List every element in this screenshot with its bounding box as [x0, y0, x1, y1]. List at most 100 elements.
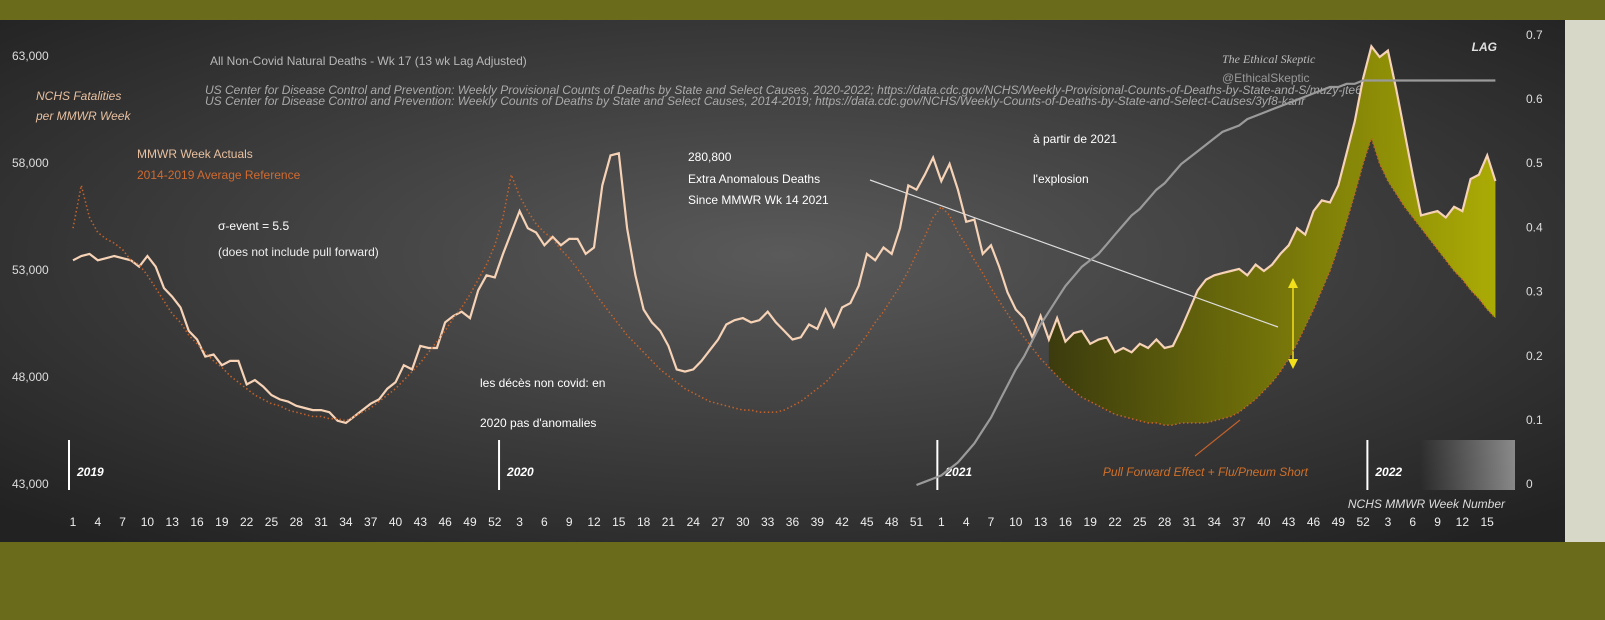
x-tick-label: 31: [314, 515, 328, 529]
y2-tick-label: 0.1: [1526, 413, 1543, 427]
annotation: The Ethical Skeptic: [1222, 52, 1316, 66]
annotation: 280,800: [688, 150, 732, 164]
legend-entry: 2014-2019 Average Reference: [137, 168, 301, 182]
x-tick-label: 27: [711, 515, 725, 529]
annotation: Extra Anomalous Deaths: [688, 172, 820, 186]
x-tick-label: 12: [587, 515, 601, 529]
fade: [1420, 440, 1515, 490]
x-tick-label: 24: [687, 515, 701, 529]
x-tick-label: 33: [761, 515, 775, 529]
x-tick-label: 45: [860, 515, 874, 529]
x-tick-label: 48: [885, 515, 899, 529]
x-tick-label: 37: [1232, 515, 1246, 529]
x-tick-label: 18: [637, 515, 651, 529]
x-tick-label: 40: [389, 515, 403, 529]
x-tick-label: 31: [1183, 515, 1197, 529]
x-tick-label: 52: [1356, 515, 1370, 529]
x-tick-label: 34: [1208, 515, 1222, 529]
x-tick-label: 13: [1034, 515, 1048, 529]
x-tick-label: 9: [1434, 515, 1441, 529]
x-tick-label: 10: [141, 515, 155, 529]
x-tick-label: 42: [835, 515, 849, 529]
series-line: [72, 43, 1497, 425]
x-tick-label: 22: [1108, 515, 1122, 529]
x-tick-label: 1: [938, 515, 945, 529]
x-tick-label: 3: [1385, 515, 1392, 529]
year-label: 2022: [1374, 465, 1402, 479]
year-label: 2020: [506, 465, 534, 479]
x-tick-label: 7: [988, 515, 995, 529]
y2-tick-label: 0.3: [1526, 285, 1543, 299]
y-tick-label: 58,000: [12, 156, 49, 170]
x-tick-label: 46: [1307, 515, 1321, 529]
x-tick-label: 1: [70, 515, 77, 529]
annotation: per MMWR Week: [35, 109, 131, 123]
x-tick-label: 22: [240, 515, 254, 529]
x-tick-label: 37: [364, 515, 378, 529]
y-tick-label: 43,000: [12, 477, 49, 491]
year-label: 2019: [76, 465, 104, 479]
series-line: [72, 135, 1496, 426]
chart-title: All Non-Covid Natural Deaths - Wk 17 (13…: [210, 54, 527, 68]
annotation: σ-event = 5.5: [218, 219, 289, 233]
side-strip: [1565, 20, 1605, 542]
x-tick-label: 30: [736, 515, 750, 529]
annotation: NCHS Fatalities: [36, 89, 121, 103]
annotation: Since MMWR Wk 14 2021: [688, 193, 829, 207]
y2-tick-label: 0.5: [1526, 156, 1543, 170]
annotation: (does not include pull forward): [218, 245, 379, 259]
x-tick-label: 51: [910, 515, 924, 529]
x-tick-label: 52: [488, 515, 502, 529]
x-tick-label: 7: [119, 515, 126, 529]
x-tick-label: 6: [541, 515, 548, 529]
x-axis-label: NCHS MMWR Week Number: [1348, 497, 1506, 511]
y-tick-label: 53,000: [12, 263, 49, 277]
x-tick-label: 21: [662, 515, 676, 529]
y2-tick-label: 0.4: [1526, 220, 1543, 234]
arrow-head: [1288, 278, 1298, 369]
source: US Center for Disease Control and Preven…: [205, 94, 1306, 108]
year-label: 2021: [944, 465, 972, 479]
x-tick-label: 39: [811, 515, 825, 529]
excess-area: [1048, 46, 1496, 426]
x-tick-label: 25: [265, 515, 279, 529]
x-tick-label: 28: [290, 515, 304, 529]
x-tick-label: 28: [1158, 515, 1172, 529]
x-tick-label: 4: [963, 515, 970, 529]
legend-entry: MMWR Week Actuals: [137, 147, 253, 161]
source: US Center for Disease Control and Preven…: [205, 83, 1362, 97]
x-tick-label: 3: [516, 515, 523, 529]
x-tick-label: 43: [1282, 515, 1296, 529]
y2-tick-label: 0.7: [1526, 28, 1543, 42]
x-tick-label: 16: [190, 515, 204, 529]
x-tick-label: 36: [786, 515, 800, 529]
x-tick-label: 49: [463, 515, 477, 529]
annotation: Pull Forward Effect + Flu/Pneum Short: [1103, 465, 1309, 479]
x-tick-label: 49: [1332, 515, 1346, 529]
annotation: les décès non covid: en: [480, 376, 605, 390]
x-tick-label: 43: [414, 515, 428, 529]
x-tick-label: 9: [566, 515, 573, 529]
annotation: 2020 pas d'anomalies: [480, 416, 596, 430]
y2-tick-label: 0.6: [1526, 92, 1543, 106]
y2-tick-label: 0: [1526, 477, 1533, 491]
annotation: à partir de 2021: [1033, 132, 1117, 146]
x-tick-label: 15: [1480, 515, 1494, 529]
series-line: [916, 79, 1496, 487]
x-tick-label: 13: [166, 515, 180, 529]
x-tick-label: 34: [339, 515, 353, 529]
y2-tick-label: 0.2: [1526, 349, 1543, 363]
x-tick-label: 16: [1059, 515, 1073, 529]
annotation: LAG: [1472, 40, 1497, 54]
x-tick-label: 15: [612, 515, 626, 529]
pointer: [869, 179, 1279, 328]
x-tick-label: 46: [438, 515, 452, 529]
x-tick-label: 19: [1084, 515, 1098, 529]
x-tick-label: 4: [94, 515, 101, 529]
annotation: @EthicalSkeptic: [1222, 71, 1310, 85]
pointer: [1194, 419, 1241, 457]
x-tick-label: 6: [1409, 515, 1416, 529]
y-tick-label: 63,000: [12, 49, 49, 63]
x-tick-label: 19: [215, 515, 229, 529]
